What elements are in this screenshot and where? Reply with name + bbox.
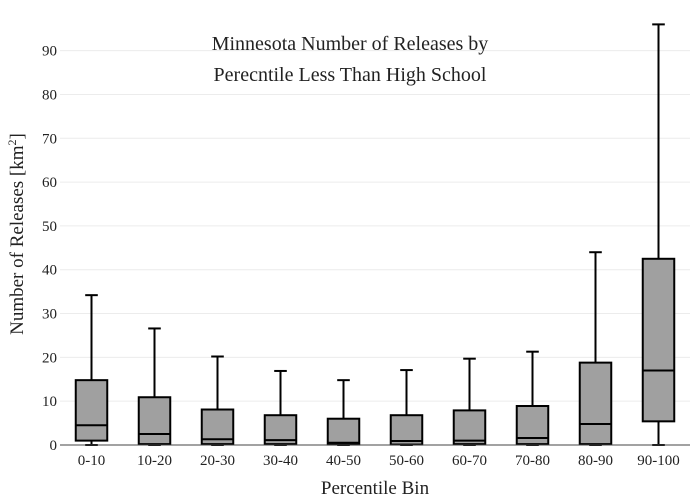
x-tick-label: 80-90: [578, 453, 613, 469]
x-tick-label: 90-100: [637, 453, 680, 469]
box-60-70: [452, 357, 487, 446]
box-iqr: [326, 417, 361, 446]
x-tick-label: 60-70: [452, 453, 487, 469]
x-tick-label: 10-20: [137, 453, 172, 469]
box-40-50: [326, 379, 361, 446]
chart-title-line-2: Perecntile Less Than High School: [214, 64, 487, 86]
chart-title-line-1: Minnesota Number of Releases by: [212, 33, 489, 55]
box-iqr: [137, 396, 172, 446]
box-iqr: [578, 361, 613, 446]
y-axis-title-sup: 2: [5, 139, 19, 145]
x-tick-label: 20-30: [200, 453, 235, 469]
box-90-100: [641, 23, 676, 446]
box-70-80: [515, 350, 550, 446]
x-tick-label: 70-80: [515, 453, 550, 469]
x-tick-label: 0-10: [78, 453, 106, 469]
y-tick-label: 60: [42, 175, 57, 191]
box-0-10: [74, 294, 109, 446]
box-iqr: [452, 409, 487, 446]
x-tick-label: 50-60: [389, 453, 424, 469]
x-tick-label: 30-40: [263, 453, 298, 469]
y-tick-label: 50: [42, 219, 57, 235]
x-axis-title: Percentile Bin: [321, 478, 430, 499]
y-tick-label: 40: [42, 263, 57, 279]
box-iqr: [641, 257, 676, 423]
x-axis-ticks: 0-10 10-20 20-30 30-40 40-50 50-60 60-70 70-80 8…: [78, 453, 680, 469]
box-50-60: [389, 369, 424, 446]
y-tick-label: 20: [42, 350, 57, 366]
boxes: [74, 23, 676, 446]
y-tick-label: 70: [42, 131, 57, 147]
box-10-20: [137, 327, 172, 446]
x-tick-label: 40-50: [326, 453, 361, 469]
y-axis-title: Number of Releases [km2]: [5, 133, 28, 335]
y-tick-label: 0: [50, 438, 58, 454]
y-axis-title-main: Number of Releases [km: [7, 145, 28, 335]
box-30-40: [263, 369, 298, 446]
box-iqr: [74, 379, 109, 442]
y-axis-title-end: ]: [7, 133, 28, 139]
gridlines: [60, 50, 690, 402]
y-tick-label: 90: [42, 44, 57, 60]
box-iqr: [389, 414, 424, 446]
y-axis-ticks: 0 10 20 30 40 50 60 70 80 90: [42, 44, 57, 454]
y-tick-label: 30: [42, 307, 57, 323]
y-tick-label: 80: [42, 87, 57, 103]
y-tick-label: 10: [42, 394, 57, 410]
box-80-90: [578, 251, 613, 446]
